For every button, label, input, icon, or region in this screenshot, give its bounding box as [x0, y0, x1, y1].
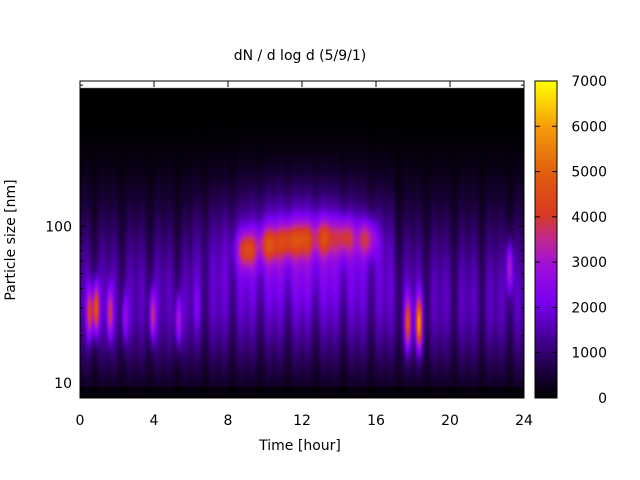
x-tick-label: 12: [293, 413, 311, 429]
colorbar-tick-label: 0: [598, 391, 607, 407]
x-axis-label: Time [hour]: [258, 438, 341, 454]
colorbar-tick-label: 6000: [571, 119, 607, 135]
colorbar-tick-label: 2000: [571, 300, 607, 316]
chart-title: dN / d log d (5/9/1): [234, 48, 367, 64]
y-axis: 10 100: [45, 84, 524, 399]
x-tick-label: 0: [76, 413, 85, 429]
colorbar-axis: 0 1000 2000 3000 4000 5000 6000 7000: [535, 74, 607, 407]
colorbar-tick-label: 1000: [571, 346, 607, 362]
x-tick-label: 4: [150, 413, 159, 429]
x-tick-label: 8: [224, 413, 233, 429]
y-axis-label: Particle size [nm]: [3, 179, 19, 300]
colorbar-tick-label: 5000: [571, 165, 607, 181]
x-axis: 0 4 8 12 16 20 24: [76, 81, 533, 429]
x-tick-label: 24: [515, 413, 533, 429]
heatmap-area: [80, 81, 524, 398]
y-tick-label: 100: [45, 219, 72, 235]
colorbar-tick-label: 3000: [571, 255, 607, 271]
colorbar-tick-label: 4000: [571, 210, 607, 226]
x-tick-label: 20: [441, 413, 459, 429]
x-tick-label: 16: [367, 413, 385, 429]
colorbar: [534, 80, 558, 399]
y-tick-label: 10: [54, 376, 72, 392]
colorbar-tick-label: 7000: [571, 74, 607, 90]
